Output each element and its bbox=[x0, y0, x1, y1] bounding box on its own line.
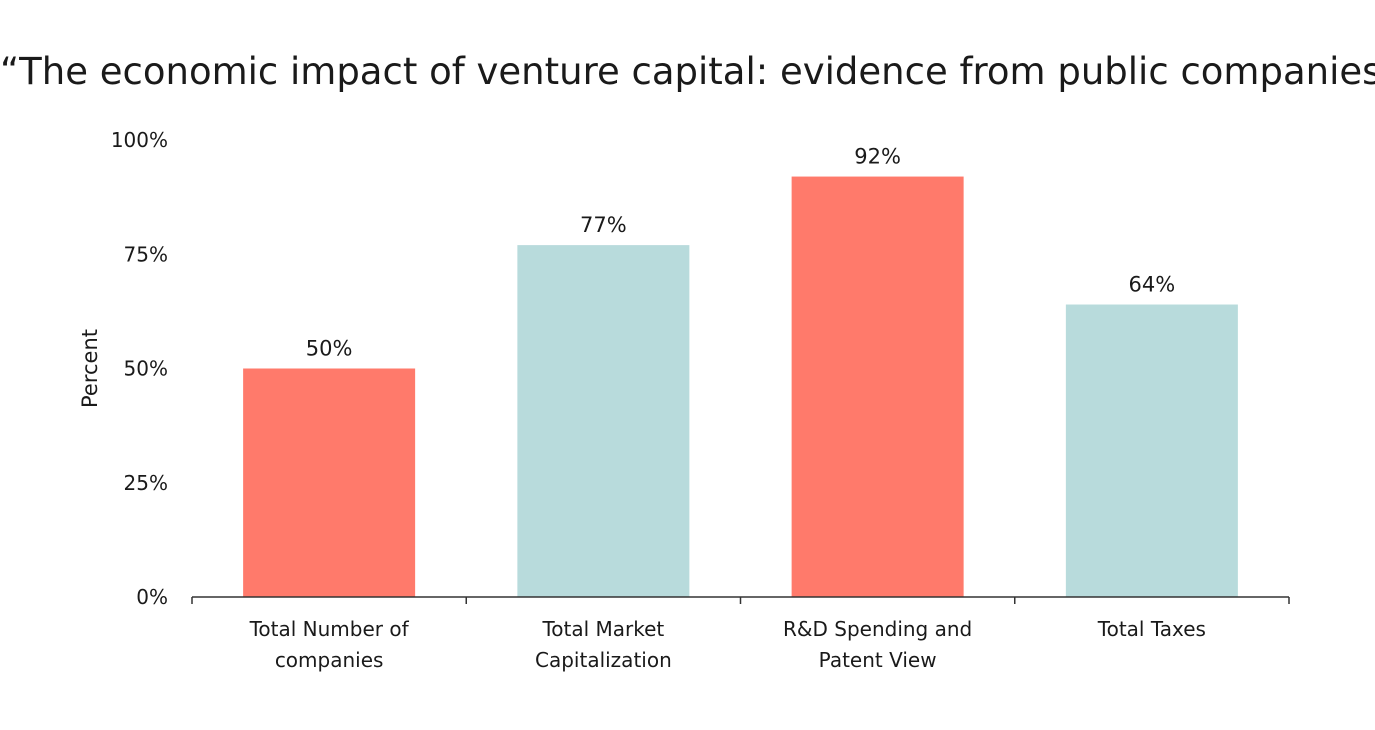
bar bbox=[1065, 304, 1238, 597]
x-tick-label: R&D Spending and bbox=[783, 617, 972, 641]
bar bbox=[243, 368, 416, 597]
chart-title: “The economic impact of venture capital:… bbox=[0, 50, 1375, 93]
x-tick-label: Total Market bbox=[541, 617, 664, 641]
y-tick-label: 100% bbox=[111, 128, 168, 152]
x-tick-label: Total Taxes bbox=[1097, 617, 1206, 641]
y-tick-label: 50% bbox=[124, 357, 168, 381]
bar-value-label: 77% bbox=[580, 213, 627, 237]
y-tick-label: 0% bbox=[136, 585, 168, 609]
bar bbox=[517, 245, 690, 598]
x-tick-label: Total Number of bbox=[249, 617, 410, 641]
y-tick-label: 25% bbox=[124, 471, 168, 495]
bar-value-label: 50% bbox=[306, 337, 353, 361]
x-tick-label: companies bbox=[275, 648, 384, 672]
bar bbox=[791, 176, 964, 597]
y-axis-label: Percent bbox=[78, 329, 102, 408]
x-tick-label: Patent View bbox=[819, 648, 937, 672]
bar-value-label: 64% bbox=[1129, 273, 1176, 297]
y-tick-label: 75% bbox=[124, 242, 168, 266]
x-tick-label: Capitalization bbox=[535, 648, 672, 672]
bar-value-label: 92% bbox=[854, 145, 901, 169]
